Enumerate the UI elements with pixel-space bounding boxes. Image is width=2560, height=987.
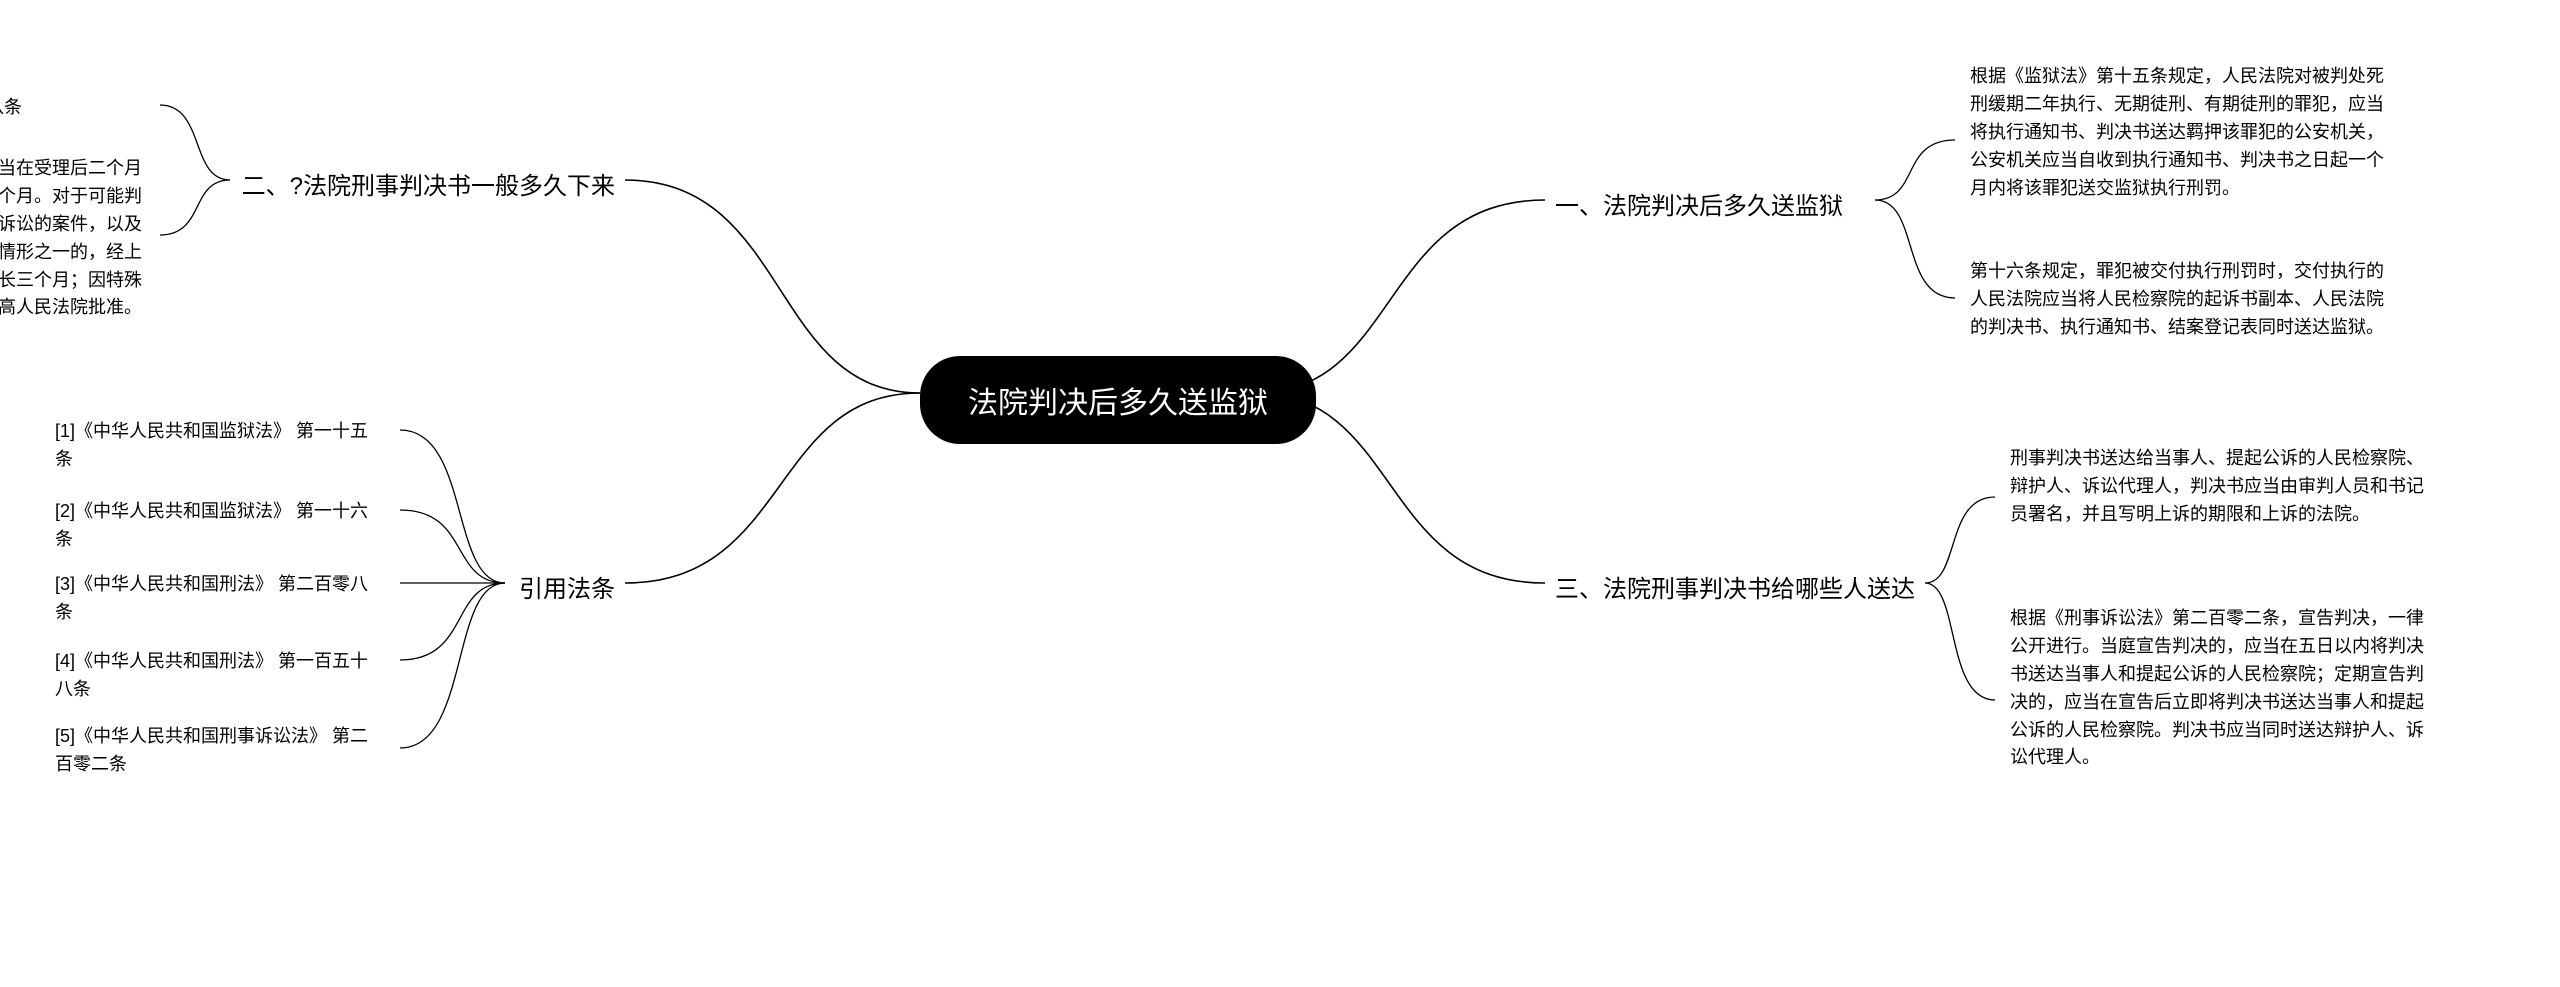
- branch-left-1: 二、?法院刑事判决书一般多久下来: [242, 166, 615, 201]
- leaf-right-2-1: 刑事判决书送达给当事人、提起公诉的人民检察院、辩护人、诉讼代理人，判决书应当由审…: [2010, 445, 2440, 529]
- leaf-left-2-4: [4]《中华人民共和国刑法》 第一百五十八条: [55, 648, 385, 704]
- leaf-left-1-1: 《刑法》第二百零八条: [0, 94, 142, 122]
- branch-right-1: 一、法院判决后多久送监狱: [1555, 186, 1843, 221]
- leaf-left-2-5: [5]《中华人民共和国刑事诉讼法》 第二百零二条: [55, 723, 385, 779]
- center-node: 法院判决后多久送监狱: [920, 356, 1316, 444]
- leaf-left-1-2: 人民法院审理公诉案件，应当在受理后二个月以内宣判，至迟不得超过三个月。对于可能判…: [0, 155, 142, 322]
- leaf-right-1-2: 第十六条规定，罪犯被交付执行刑罚时，交付执行的人民法院应当将人民检察院的起诉书副…: [1970, 258, 2400, 342]
- branch-left-2: 引用法条: [519, 569, 615, 604]
- branch-right-2: 三、法院刑事判决书给哪些人送达: [1555, 569, 1915, 604]
- leaf-left-2-2: [2]《中华人民共和国监狱法》 第一十六条: [55, 498, 385, 554]
- leaf-right-1-1: 根据《监狱法》第十五条规定，人民法院对被判处死刑缓期二年执行、无期徒刑、有期徒刑…: [1970, 63, 2400, 202]
- leaf-left-2-3: [3]《中华人民共和国刑法》 第二百零八条: [55, 571, 385, 627]
- leaf-right-2-2: 根据《刑事诉讼法》第二百零二条，宣告判决，一律公开进行。当庭宣告判决的，应当在五…: [2010, 605, 2440, 772]
- leaf-left-2-1: [1]《中华人民共和国监狱法》 第一十五条: [55, 418, 385, 474]
